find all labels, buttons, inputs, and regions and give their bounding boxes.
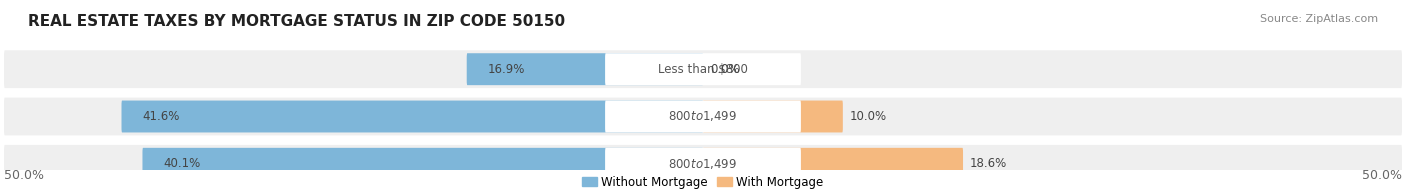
FancyBboxPatch shape xyxy=(605,53,801,85)
FancyBboxPatch shape xyxy=(605,101,801,132)
Text: 0.0%: 0.0% xyxy=(710,63,740,76)
FancyBboxPatch shape xyxy=(4,50,1402,88)
FancyBboxPatch shape xyxy=(703,101,842,132)
Text: 18.6%: 18.6% xyxy=(970,157,1007,170)
Text: $800 to $1,499: $800 to $1,499 xyxy=(668,110,738,123)
Text: 16.9%: 16.9% xyxy=(488,63,524,76)
FancyBboxPatch shape xyxy=(4,145,1402,183)
FancyBboxPatch shape xyxy=(142,148,703,180)
FancyBboxPatch shape xyxy=(121,101,703,132)
Legend: Without Mortgage, With Mortgage: Without Mortgage, With Mortgage xyxy=(578,171,828,194)
Text: Source: ZipAtlas.com: Source: ZipAtlas.com xyxy=(1260,14,1378,24)
FancyBboxPatch shape xyxy=(703,148,963,180)
FancyBboxPatch shape xyxy=(4,98,1402,135)
Text: $800 to $1,499: $800 to $1,499 xyxy=(668,157,738,171)
Text: 41.6%: 41.6% xyxy=(142,110,180,123)
Text: 40.1%: 40.1% xyxy=(163,157,201,170)
FancyBboxPatch shape xyxy=(467,53,703,85)
Text: Less than $800: Less than $800 xyxy=(658,63,748,76)
FancyBboxPatch shape xyxy=(605,148,801,180)
Text: 50.0%: 50.0% xyxy=(1362,168,1402,182)
Text: REAL ESTATE TAXES BY MORTGAGE STATUS IN ZIP CODE 50150: REAL ESTATE TAXES BY MORTGAGE STATUS IN … xyxy=(28,14,565,29)
Text: 10.0%: 10.0% xyxy=(849,110,887,123)
Text: 50.0%: 50.0% xyxy=(4,168,44,182)
